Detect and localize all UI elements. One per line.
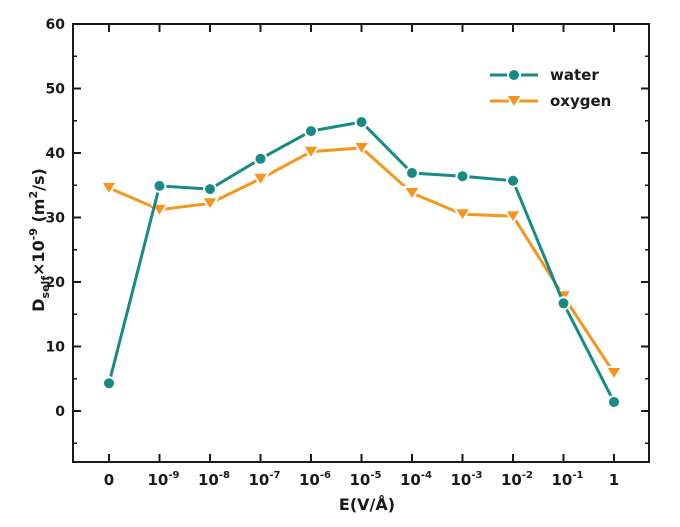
data-point-oxygen	[604, 365, 624, 382]
series-oxygen	[99, 140, 624, 382]
y-label-main: D	[29, 299, 48, 312]
x-tick-label: 10-6	[299, 470, 331, 489]
legend-label: oxygen	[550, 92, 611, 110]
data-point-water	[304, 124, 318, 139]
y-tick-label: 20	[46, 275, 66, 291]
plot-frame	[72, 23, 650, 463]
y-tick-label: 50	[46, 82, 66, 98]
series-line-water	[107, 120, 616, 403]
x-tick-label: 10-2	[501, 470, 533, 489]
data-point-oxygen	[99, 180, 119, 197]
y-tick-label: 40	[46, 146, 66, 162]
data-point-oxygen	[250, 171, 271, 188]
data-point-water	[102, 376, 116, 391]
axes: 0 10 20 30 40 50 60 0 10-9 10-8 10-7 10-6 10-5 10-4 10…	[46, 17, 650, 489]
y-label-exp: -9	[27, 228, 40, 240]
y-label-mid: ×10	[29, 240, 48, 276]
data-point-oxygen	[402, 185, 422, 202]
x-tick-label: 10-8	[198, 470, 230, 489]
y-label-sub: self	[39, 276, 52, 299]
legend: water oxygen	[490, 66, 611, 110]
legend-label: water	[550, 66, 599, 84]
series-water	[102, 115, 621, 409]
y-label-unit-exp: 2	[27, 191, 40, 199]
data-point-water	[405, 165, 419, 180]
data-point-oxygen	[452, 207, 473, 223]
data-point-water	[506, 173, 520, 188]
legend-item-water: water	[490, 66, 599, 84]
data-point-water	[253, 151, 268, 166]
x-tick-label: 10-5	[350, 470, 382, 489]
x-tick-label: 10-7	[249, 470, 281, 489]
legend-marker	[504, 94, 524, 110]
y-axis-label: Dself×10-9 (m2/s)	[27, 168, 52, 312]
data-point-water	[556, 296, 571, 311]
y-label-unit-close: /s)	[29, 168, 48, 191]
data-point-water	[203, 182, 217, 197]
data-point-water	[354, 115, 369, 130]
legend-item-oxygen: oxygen	[490, 92, 611, 110]
x-axis-label: E(V/Å)	[339, 495, 395, 514]
x-tick-label: 10-9	[148, 470, 180, 489]
series-layer	[99, 115, 624, 409]
y-label-unit-open: (m	[29, 199, 48, 229]
data-point-oxygen	[200, 196, 220, 212]
data-point-oxygen	[301, 144, 321, 161]
data-point-oxygen	[351, 140, 372, 157]
x-tick-label: 10-4	[400, 470, 432, 489]
x-tick-label: 1	[609, 471, 619, 489]
x-tick-label: 10-1	[552, 470, 584, 489]
data-point-water	[607, 394, 621, 409]
y-tick-label: 30	[46, 211, 66, 227]
x-tick-label: 10-3	[451, 470, 483, 489]
data-point-water	[152, 178, 167, 193]
series-line-oxygen	[108, 146, 616, 374]
data-point-oxygen	[503, 209, 523, 225]
y-tick-label: 0	[55, 404, 65, 420]
y-tick-label: 60	[46, 17, 66, 33]
data-point-water	[455, 169, 470, 184]
x-tick-label: 0	[104, 471, 114, 489]
y-tick-label: 10	[46, 340, 66, 356]
legend-marker	[507, 68, 521, 82]
